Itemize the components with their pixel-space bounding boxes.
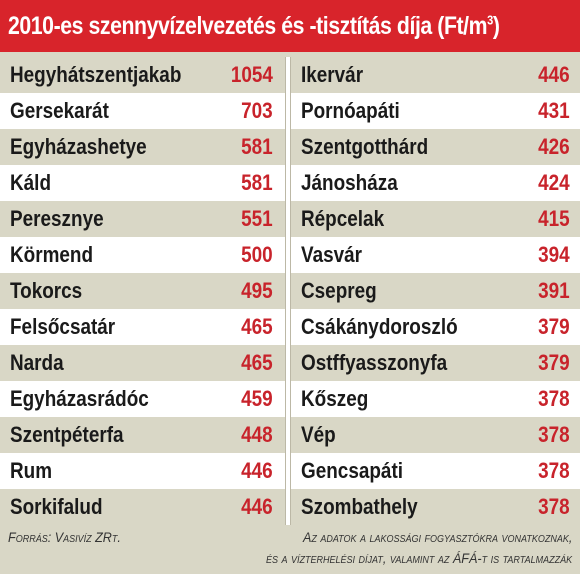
table-row: Kőszeg 378 bbox=[291, 381, 580, 417]
price-value: 495 bbox=[241, 278, 273, 303]
table-row: Felsőcsatár 465 bbox=[0, 309, 285, 345]
town-name: Káld bbox=[10, 170, 52, 195]
town-name: Egyházashetye bbox=[10, 134, 147, 159]
table-row: Sorkifalud 446 bbox=[0, 489, 285, 525]
table-row: Gencsapáti 378 bbox=[291, 453, 580, 489]
town-name: Vasvár bbox=[301, 242, 363, 267]
table-row: Csepreg 391 bbox=[291, 273, 580, 309]
table-row: Vép 378 bbox=[291, 417, 580, 453]
table-row: Egyházasrádóc 459 bbox=[0, 381, 285, 417]
source-credit: Forrás: Vasivíz ZRt. bbox=[8, 529, 121, 545]
price-value: 1054 bbox=[230, 62, 273, 87]
price-value: 581 bbox=[241, 134, 273, 159]
price-value: 448 bbox=[241, 422, 273, 447]
price-value: 394 bbox=[538, 242, 570, 267]
town-name: Szentgotthárd bbox=[301, 134, 429, 159]
column-divider bbox=[285, 57, 291, 525]
town-name: Gersekarát bbox=[10, 98, 109, 123]
town-name: Csepreg bbox=[301, 278, 377, 303]
table-row: Káld 581 bbox=[0, 165, 285, 201]
table-row: Peresznye 551 bbox=[0, 201, 285, 237]
table-row: Jánosháza 424 bbox=[291, 165, 580, 201]
table-row: Egyházashetye 581 bbox=[0, 129, 285, 165]
table-row: Szentgotthárd 426 bbox=[291, 129, 580, 165]
footer-note-line-1: Az adatok a lakossági fogyasztókra vonat… bbox=[302, 529, 572, 545]
footer: Forrás: Vasivíz ZRt. Az adatok a lakossá… bbox=[0, 525, 580, 574]
page-title: 2010-es szennyvízelvezetés és -tisztítás… bbox=[0, 0, 580, 52]
table-row: Szentpéterfa 448 bbox=[0, 417, 285, 453]
price-value: 446 bbox=[241, 494, 273, 519]
table-row: Gersekarát 703 bbox=[0, 93, 285, 129]
table-row: Ikervár 446 bbox=[291, 57, 580, 93]
town-name: Vép bbox=[301, 422, 336, 447]
town-name: Pornóapáti bbox=[301, 98, 400, 123]
footer-note-line-2: és a vízterhelési díjat, valamint az ÁFÁ… bbox=[265, 550, 572, 566]
town-name: Hegyhátszentjakab bbox=[10, 62, 182, 87]
price-value: 459 bbox=[241, 386, 273, 411]
town-name: Rum bbox=[10, 458, 53, 483]
price-value: 446 bbox=[241, 458, 273, 483]
town-name: Ikervár bbox=[301, 62, 364, 87]
table-row: Csákánydoroszló 379 bbox=[291, 309, 580, 345]
price-value: 424 bbox=[538, 170, 570, 195]
price-value: 465 bbox=[241, 314, 273, 339]
price-value: 431 bbox=[538, 98, 570, 123]
right-column: Ikervár 446 Pornóapáti 431 Szentgotthárd 426 J… bbox=[291, 57, 580, 525]
town-name: Gencsapáti bbox=[301, 458, 404, 483]
price-value: 446 bbox=[538, 62, 570, 87]
price-value: 426 bbox=[538, 134, 570, 159]
price-value: 391 bbox=[538, 278, 570, 303]
price-value: 378 bbox=[538, 494, 570, 519]
price-value: 703 bbox=[241, 98, 273, 123]
title-text: 2010-es szennyvízelvezetés és -tisztítás… bbox=[8, 12, 488, 40]
price-value: 378 bbox=[538, 458, 570, 483]
price-value: 378 bbox=[538, 422, 570, 447]
price-value: 465 bbox=[241, 350, 273, 375]
town-name: Felsőcsatár bbox=[10, 314, 116, 339]
table-row: Narda 465 bbox=[0, 345, 285, 381]
left-column: Hegyhátszentjakab 1054 Gersekarát 703 Egyház… bbox=[0, 57, 285, 525]
table-row: Pornóapáti 431 bbox=[291, 93, 580, 129]
table-row: Vasvár 394 bbox=[291, 237, 580, 273]
town-name: Egyházasrádóc bbox=[10, 386, 149, 411]
table-row: Szombathely 378 bbox=[291, 489, 580, 525]
price-value: 415 bbox=[538, 206, 570, 231]
town-name: Répcelak bbox=[301, 206, 385, 231]
table-row: Ostffyasszonyfa 379 bbox=[291, 345, 580, 381]
town-name: Szombathely bbox=[301, 494, 418, 519]
town-name: Sorkifalud bbox=[10, 494, 103, 519]
town-name: Peresznye bbox=[10, 206, 104, 231]
town-name: Tokorcs bbox=[10, 278, 83, 303]
town-name: Szentpéterfa bbox=[10, 422, 124, 447]
price-value: 551 bbox=[241, 206, 273, 231]
price-value: 379 bbox=[538, 314, 570, 339]
town-name: Jánosháza bbox=[301, 170, 398, 195]
table-row: Körmend 500 bbox=[0, 237, 285, 273]
price-value: 581 bbox=[241, 170, 273, 195]
town-name: Körmend bbox=[10, 242, 94, 267]
town-name: Kőszeg bbox=[301, 386, 369, 411]
town-name: Ostffyasszonyfa bbox=[301, 350, 448, 375]
table-row: Tokorcs 495 bbox=[0, 273, 285, 309]
price-value: 379 bbox=[538, 350, 570, 375]
town-name: Narda bbox=[10, 350, 64, 375]
price-value: 378 bbox=[538, 386, 570, 411]
table-row: Répcelak 415 bbox=[291, 201, 580, 237]
town-name: Csákánydoroszló bbox=[301, 314, 458, 339]
title-end: ) bbox=[492, 12, 500, 40]
title-superscript: 3 bbox=[487, 12, 493, 28]
table-row: Hegyhátszentjakab 1054 bbox=[0, 57, 285, 93]
table-row: Rum 446 bbox=[0, 453, 285, 489]
price-value: 500 bbox=[241, 242, 273, 267]
